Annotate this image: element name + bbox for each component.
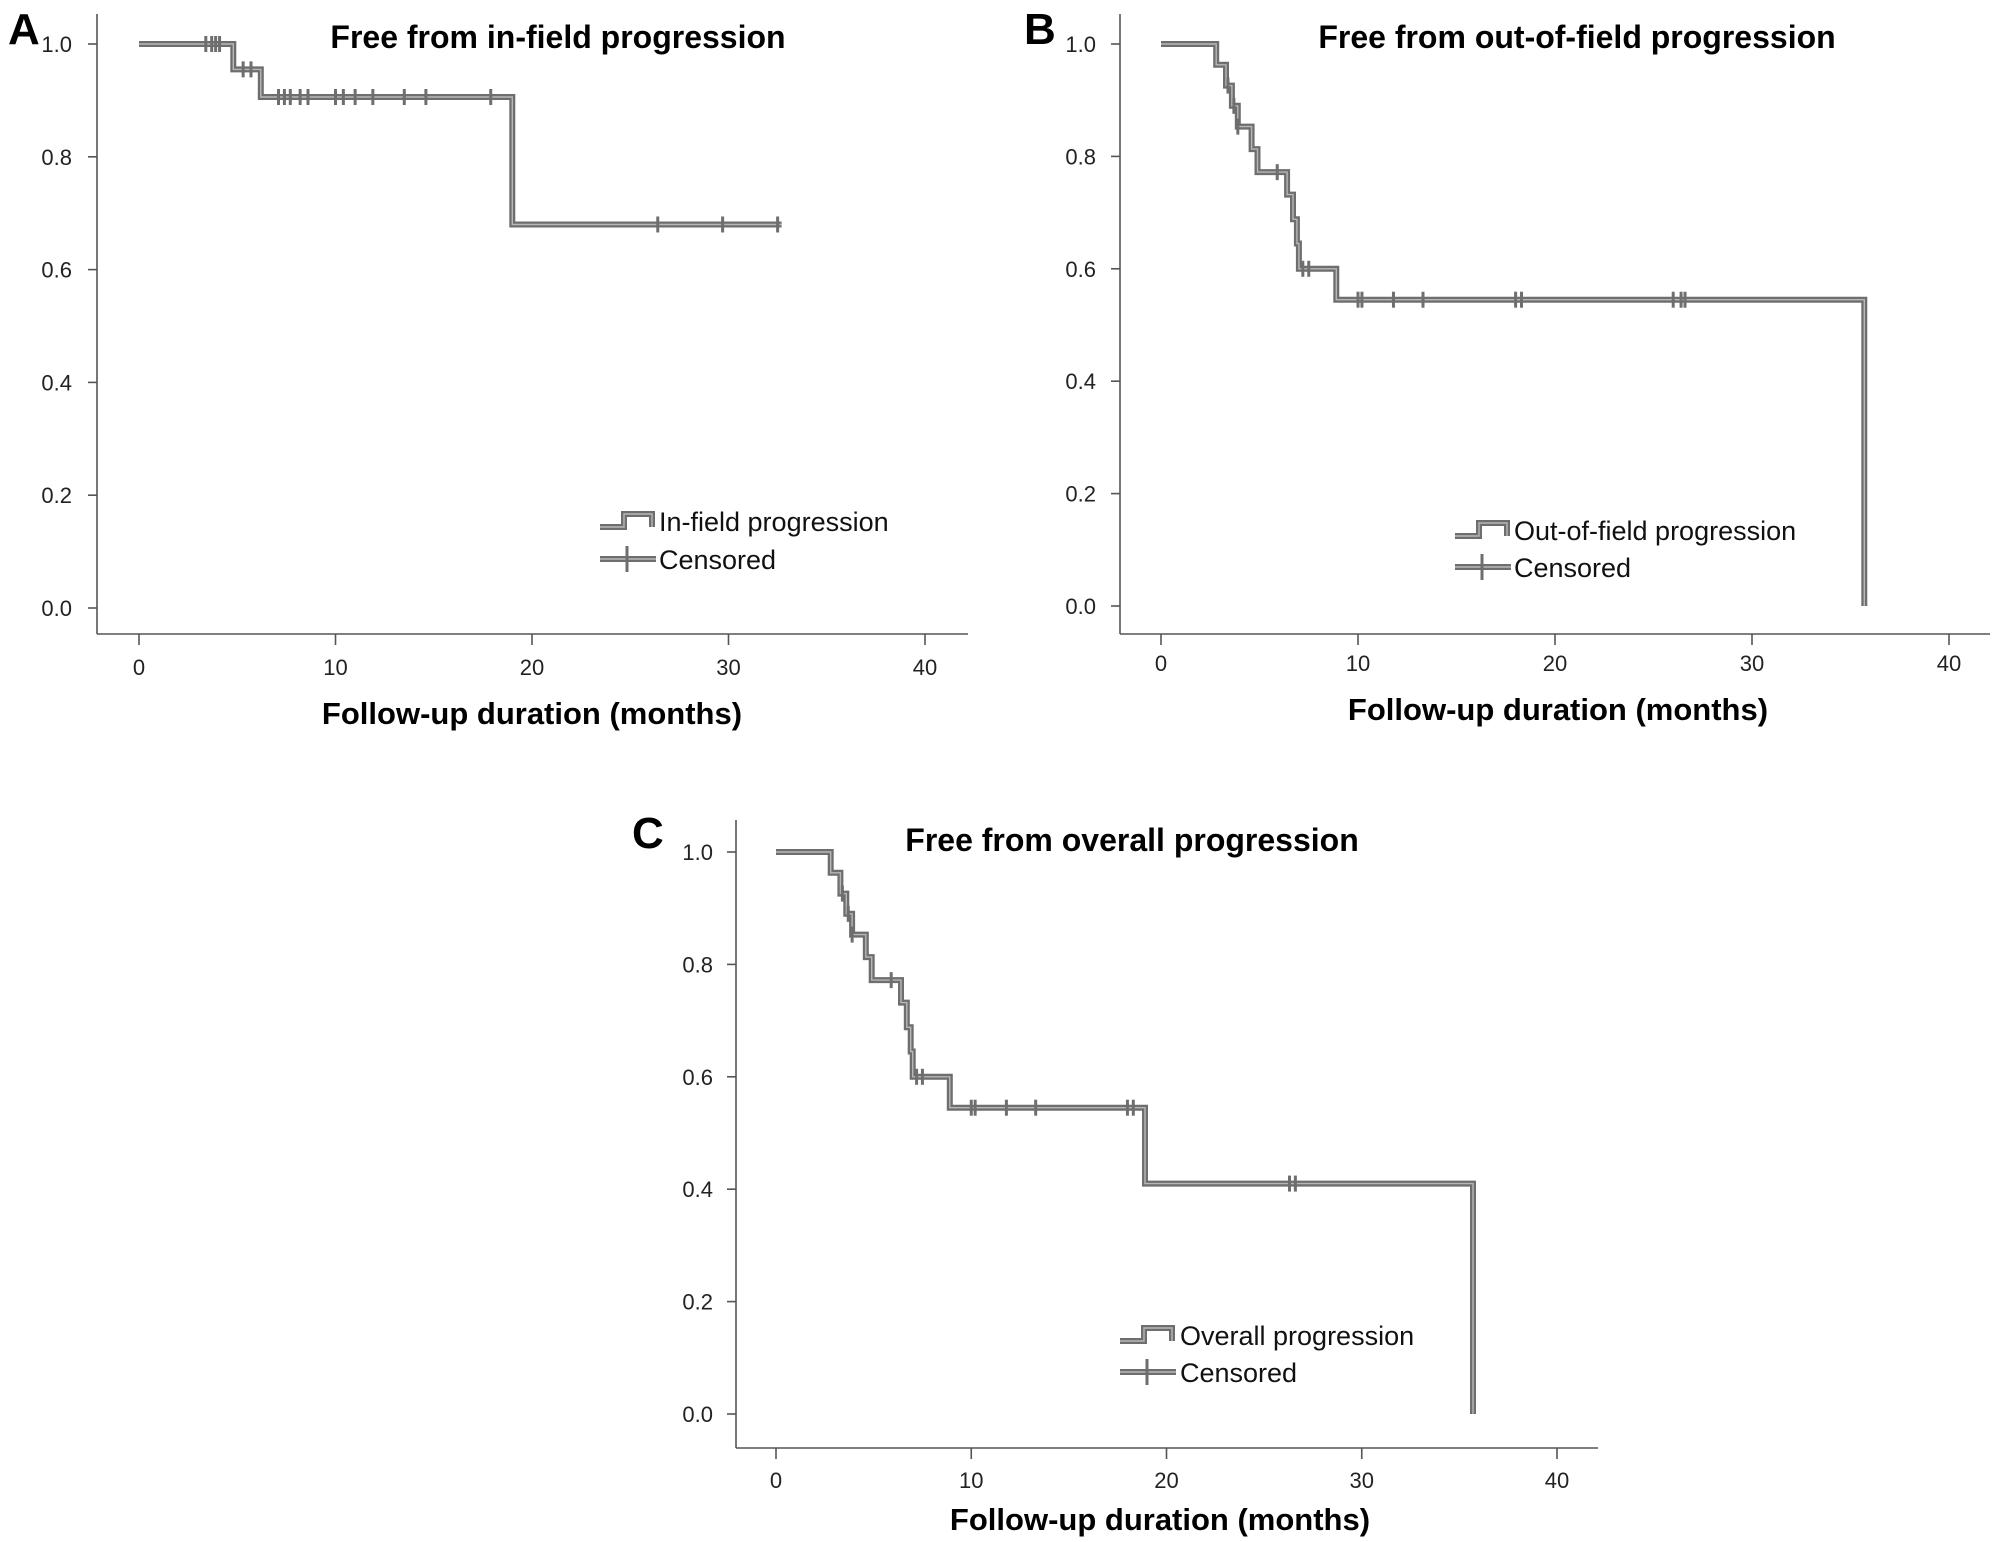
panel-c-legend-step-icon — [1120, 1325, 1175, 1344]
panel-a-x-tick-label: 40 — [913, 655, 937, 680]
panel-b-legend-step-highlight — [1455, 522, 1508, 537]
panel-c-x-tick-label: 10 — [959, 1468, 983, 1493]
panel-a-legend-step-line — [600, 511, 655, 530]
panel-a-y-tick-label: 1.0 — [41, 32, 72, 57]
panel-c-title: Free from overall progression — [905, 822, 1358, 858]
panel-c: C Free from overall progression 0.00.20.… — [632, 809, 1598, 1537]
panel-a-y-tick-label: 0.4 — [41, 370, 72, 395]
panel-c-x-label: Follow-up duration (months) — [950, 1502, 1370, 1537]
panel-c-x-ticks: 0 10 20 30 40 — [770, 1448, 1569, 1493]
panel-a-legend-step-icon — [600, 511, 655, 530]
panel-b-x-tick-label: 10 — [1346, 651, 1370, 676]
panel-a-survival-curve-highlight — [139, 43, 782, 226]
panel-a-x-label: Follow-up duration (months) — [322, 696, 742, 731]
panel-c-y-tick-label: 0.2 — [682, 1290, 713, 1315]
panel-c-y-tick-label: 1.0 — [682, 840, 713, 865]
panel-b-y-ticks: 0.0 0.2 0.4 0.6 0.8 1.0 — [1065, 32, 1120, 619]
panel-b-x-tick-label: 40 — [1937, 651, 1961, 676]
panel-a-x-tick-label: 30 — [716, 655, 740, 680]
panel-b-plot — [1161, 41, 1868, 606]
panel-a-y-ticks: 0.0 0.2 0.4 0.6 0.8 1.0 — [41, 32, 97, 621]
panel-a-y-tick-label: 0.8 — [41, 145, 72, 170]
panel-b-legend: Out-of-field progression Censored — [1455, 516, 1796, 583]
panel-a-x-tick-label: 20 — [520, 655, 544, 680]
panel-a-legend-step-highlight — [600, 513, 653, 528]
panel-b-x-ticks: 0 10 20 30 40 — [1155, 634, 1961, 676]
panel-c-legend-step-line — [1120, 1325, 1175, 1344]
panel-a-legend-label-1: Censored — [659, 545, 776, 575]
panel-a-letter: A — [8, 5, 40, 54]
panel-b-legend-censor-icon — [1455, 554, 1511, 580]
panel-a-y-tick-label: 0.0 — [41, 596, 72, 621]
panel-c-legend-label-1: Censored — [1180, 1358, 1297, 1388]
panel-b-letter: B — [1024, 5, 1056, 54]
panel-a-x-ticks: 0 10 20 30 40 — [133, 634, 937, 680]
panel-a-y-tick-label: 0.2 — [41, 483, 72, 508]
panel-a-legend-censor-icon — [600, 546, 656, 572]
panel-b-legend-step-line — [1455, 520, 1510, 539]
panel-b-y-tick-label: 0.4 — [1065, 369, 1096, 394]
panel-b-y-tick-label: 1.0 — [1065, 32, 1096, 57]
panel-c-plot — [776, 849, 1476, 1414]
panel-b-y-tick-label: 0.2 — [1065, 482, 1096, 507]
panel-a-survival-curve — [139, 41, 782, 228]
panel-b-legend-label-0: Out-of-field progression — [1514, 516, 1796, 546]
panel-b: B Free from out-of-field progression 0.0… — [1024, 5, 1990, 727]
panel-a: A Free from in-field progression 0.00.20… — [8, 5, 968, 731]
panel-c-legend-label-0: Overall progression — [1180, 1321, 1414, 1351]
panel-c-x-tick-label: 40 — [1545, 1468, 1569, 1493]
panel-c-legend: Overall progression Censored — [1120, 1321, 1414, 1388]
panel-c-letter: C — [632, 809, 664, 858]
panel-b-y-tick-label: 0.8 — [1065, 144, 1096, 169]
panel-b-x-tick-label: 0 — [1155, 651, 1167, 676]
panel-a-title: Free from in-field progression — [330, 19, 785, 55]
panel-c-y-tick-label: 0.4 — [682, 1177, 713, 1202]
panel-c-y-ticks: 0.0 0.2 0.4 0.6 0.8 1.0 — [682, 840, 736, 1427]
panel-b-survival-curve-highlight — [1161, 43, 1865, 606]
panel-a-x-tick-label: 0 — [133, 655, 145, 680]
panel-c-y-tick-label: 0.0 — [682, 1402, 713, 1427]
panel-a-legend-label-0: In-field progression — [659, 507, 889, 537]
panel-b-legend-label-1: Censored — [1514, 553, 1631, 583]
panel-b-y-tick-label: 0.6 — [1065, 257, 1096, 282]
panel-c-y-tick-label: 0.8 — [682, 952, 713, 977]
panel-b-y-tick-label: 0.0 — [1065, 594, 1096, 619]
panel-a-x-tick-label: 10 — [323, 655, 347, 680]
panel-b-legend-step-icon — [1455, 520, 1510, 539]
panel-c-x-tick-label: 0 — [770, 1468, 782, 1493]
panel-c-legend-censor-icon — [1120, 1359, 1176, 1385]
panel-b-title: Free from out-of-field progression — [1318, 19, 1835, 55]
panel-a-y-tick-label: 0.6 — [41, 258, 72, 283]
panel-b-x-tick-label: 30 — [1740, 651, 1764, 676]
panel-b-x-label: Follow-up duration (months) — [1348, 692, 1768, 727]
panel-c-y-tick-label: 0.6 — [682, 1065, 713, 1090]
panel-c-x-tick-label: 20 — [1154, 1468, 1178, 1493]
panel-a-plot — [139, 36, 782, 233]
panel-c-legend-step-highlight — [1120, 1327, 1173, 1342]
panel-a-legend: In-field progression Censored — [600, 507, 889, 575]
panel-c-x-tick-label: 30 — [1350, 1468, 1374, 1493]
panel-b-x-tick-label: 20 — [1543, 651, 1567, 676]
